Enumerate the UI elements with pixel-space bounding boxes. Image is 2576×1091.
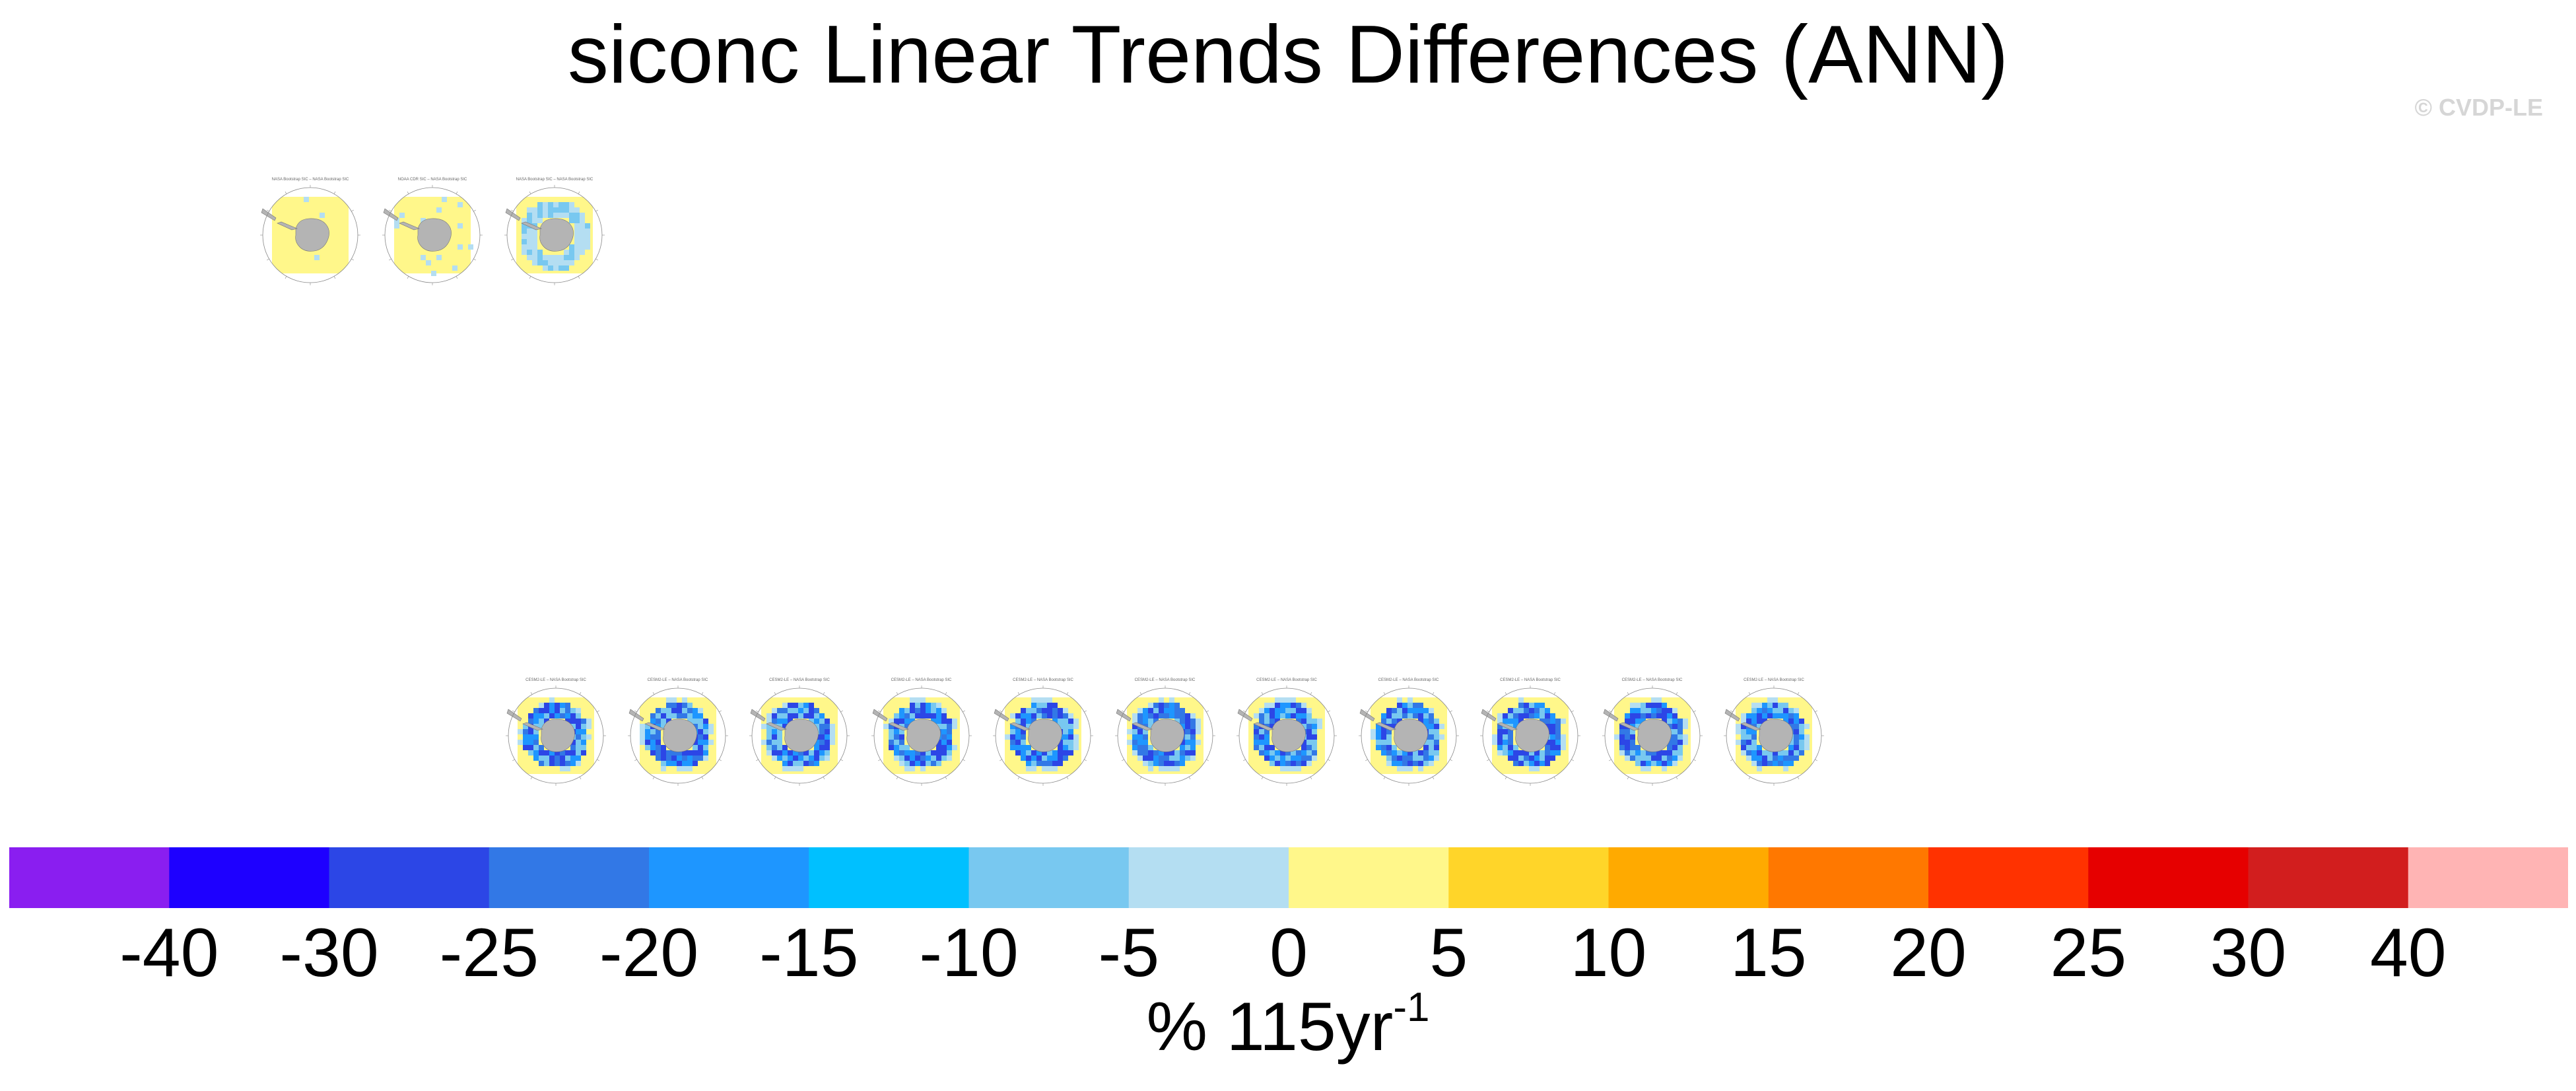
map-panel: NOAA CDR SIC – NASA Bootstrap SIC	[380, 177, 485, 295]
colorbar-swatch	[2088, 847, 2249, 908]
map-panel-title: CESM2-LE – NASA Bootstrap SIC	[1256, 678, 1317, 682]
colorbar-tick-label: 0	[1270, 915, 1308, 991]
polar-map	[260, 185, 360, 285]
map-panel: CESM2-LE – NASA Bootstrap SIC	[1356, 678, 1462, 795]
colorbar-tick-label: -5	[1098, 915, 1160, 991]
colorbar-tick-label: 40	[2369, 915, 2447, 991]
colorbar-swatch	[2408, 847, 2568, 908]
polar-map	[1114, 686, 1215, 786]
watermark: © CVDP-LE	[2414, 94, 2543, 121]
polar-map	[504, 185, 605, 285]
map-panel: CESM2-LE – NASA Bootstrap SIC	[747, 678, 852, 795]
colorbar-tick-label: 20	[1890, 915, 1967, 991]
map-panel-title: CESM2-LE – NASA Bootstrap SIC	[891, 678, 952, 682]
colorbar-swatch	[1768, 847, 1929, 908]
colorbar-swatch	[1289, 847, 1449, 908]
colorbar-tick-label: -40	[119, 915, 219, 991]
map-panel: NASA Bootstrap SIC – NASA Bootstrap SIC	[502, 177, 607, 295]
chart-title: siconc Linear Trends Differences (ANN)	[567, 9, 2009, 100]
colorbar-tick-label: -20	[599, 915, 699, 991]
colorbar-swatch	[1128, 847, 1289, 908]
polar-map	[1724, 686, 1824, 786]
map-panel: CESM2-LE – NASA Bootstrap SIC	[869, 678, 974, 795]
colorbar-tick-label: 25	[2050, 915, 2127, 991]
map-panel-title: CESM2-LE – NASA Bootstrap SIC	[1013, 678, 1073, 682]
map-panel-title: CESM2-LE – NASA Bootstrap SIC	[647, 678, 708, 682]
map-panel-title: CESM2-LE – NASA Bootstrap SIC	[1621, 678, 1683, 682]
map-panel-title: NOAA CDR SIC – NASA Bootstrap SIC	[397, 178, 467, 182]
polar-map	[749, 686, 850, 786]
colorbar-swatch	[329, 847, 490, 908]
map-panel-title: NASA Bootstrap SIC – NASA Bootstrap SIC	[516, 178, 593, 182]
polar-map	[382, 185, 483, 285]
map-panel-title: CESM2-LE – NASA Bootstrap SIC	[525, 678, 586, 682]
colorbar-tick-label: -15	[759, 915, 859, 991]
colorbar-tick-label: 15	[1730, 915, 1807, 991]
map-panel: CESM2-LE – NASA Bootstrap SIC	[1112, 678, 1218, 795]
map-panel-title: CESM2-LE – NASA Bootstrap SIC	[1744, 678, 1804, 682]
polar-map	[871, 686, 972, 786]
colorbar-units-label: % 115yr-1	[0, 984, 2576, 1070]
colorbar-swatch	[649, 847, 809, 908]
polar-map	[506, 686, 606, 786]
colorbar-swatch	[169, 847, 330, 908]
colorbar-swatch	[1928, 847, 2089, 908]
polar-map	[1358, 686, 1459, 786]
map-panel-title: NASA Bootstrap SIC – NASA Bootstrap SIC	[271, 178, 349, 182]
map-panel: CESM2-LE – NASA Bootstrap SIC	[625, 678, 731, 795]
map-panel: CESM2-LE – NASA Bootstrap SIC	[1721, 678, 1827, 795]
map-panel: NASA Bootstrap SIC – NASA Bootstrap SIC	[257, 177, 363, 295]
map-panel: CESM2-LE – NASA Bootstrap SIC	[1234, 678, 1339, 795]
map-panel-title: CESM2-LE – NASA Bootstrap SIC	[1500, 678, 1561, 682]
polar-map	[627, 686, 728, 786]
units-text: % 115yr	[1146, 989, 1394, 1065]
map-panel-title: CESM2-LE – NASA Bootstrap SIC	[769, 678, 830, 682]
map-panel: CESM2-LE – NASA Bootstrap SIC	[1600, 678, 1705, 795]
colorbar-swatch	[1448, 847, 1610, 908]
colorbar-swatch	[9, 847, 170, 908]
polar-map	[1237, 686, 1337, 786]
colorbar-swatch	[2248, 847, 2409, 908]
map-panel: CESM2-LE – NASA Bootstrap SIC	[990, 678, 1096, 795]
polar-map	[1480, 686, 1580, 786]
colorbar-tick-label: 5	[1429, 915, 1468, 991]
colorbar-tick-label: -10	[919, 915, 1019, 991]
polar-map	[993, 686, 1093, 786]
polar-map	[1602, 686, 1703, 786]
colorbar	[9, 847, 2568, 908]
colorbar-tick-label: -25	[439, 915, 539, 991]
colorbar-swatch	[809, 847, 970, 908]
map-panel-title: CESM2-LE – NASA Bootstrap SIC	[1134, 678, 1196, 682]
colorbar-swatch	[968, 847, 1130, 908]
map-panel-title: CESM2-LE – NASA Bootstrap SIC	[1378, 678, 1439, 682]
colorbar-swatch	[1608, 847, 1769, 908]
colorbar-tick-label: 10	[1570, 915, 1647, 991]
colorbar-tick-label: -30	[279, 915, 379, 991]
map-panel: CESM2-LE – NASA Bootstrap SIC	[1477, 678, 1583, 795]
colorbar-swatch	[489, 847, 650, 908]
colorbar-tick-label: 30	[2210, 915, 2287, 991]
units-exponent: -1	[1393, 985, 1430, 1030]
map-panel: CESM2-LE – NASA Bootstrap SIC	[503, 678, 609, 795]
colorbar-labels: -40 -30 -25 -20 -15 -10 -5 0 5 10 15 20 25 30 40	[0, 917, 2576, 989]
